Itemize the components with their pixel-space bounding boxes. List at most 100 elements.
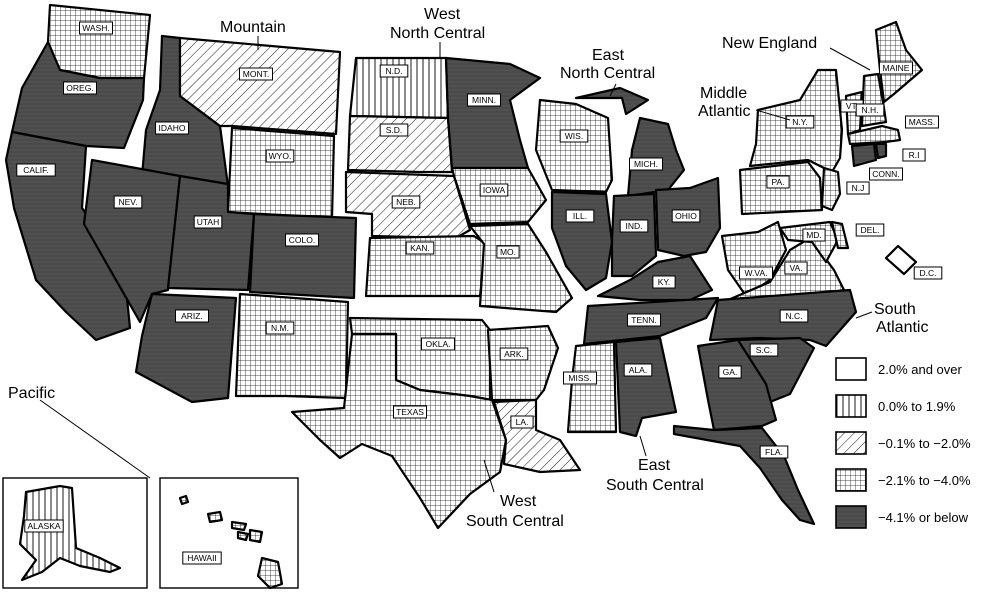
state-label-sc: S.C.: [749, 343, 779, 357]
state-nm[interactable]: [234, 292, 350, 400]
svg-text:OKLA.: OKLA.: [425, 339, 450, 349]
legend-item-4: −4.1% or below: [835, 505, 969, 529]
state-or[interactable]: [10, 40, 146, 150]
svg-text:HAWAII: HAWAII: [187, 553, 217, 563]
state-ak[interactable]: [18, 484, 122, 582]
region-label-enc-1: East: [592, 47, 625, 64]
state-wa[interactable]: [46, 3, 152, 80]
state-ga[interactable]: [696, 338, 778, 432]
state-label-va: VA.: [784, 261, 808, 275]
state-label-nc: N.C.: [779, 309, 809, 323]
region-label-sa-2: Atlantic: [876, 319, 928, 336]
svg-text:W.VA.: W.VA.: [745, 268, 768, 278]
state-wi[interactable]: [534, 98, 614, 194]
svg-text:CALIF.: CALIF.: [23, 165, 49, 175]
svg-text:VT.: VT.: [846, 101, 858, 111]
region-west-north-central: [344, 56, 574, 314]
state-label-ky: KY.: [652, 275, 676, 289]
state-label-ca: CALIF.: [16, 163, 56, 177]
state-label-ar: ARK.: [499, 347, 529, 361]
svg-text:IDAHO: IDAHO: [159, 123, 186, 133]
state-label-sd: S.D.: [379, 123, 409, 137]
state-ri[interactable]: [874, 142, 888, 160]
state-az[interactable]: [134, 292, 238, 404]
state-il[interactable]: [550, 190, 614, 292]
svg-text:ARK.: ARK.: [504, 349, 524, 359]
state-ma[interactable]: [846, 124, 902, 146]
svg-text:PA.: PA.: [771, 177, 784, 187]
state-fl[interactable]: [672, 424, 816, 526]
state-nj[interactable]: [820, 166, 842, 212]
svg-text:D.C.: D.C.: [920, 268, 937, 278]
svg-text:GA.: GA.: [723, 367, 738, 377]
legend-item-2: −0.1% to −2.0%: [835, 431, 971, 455]
svg-text:S.D.: S.D.: [386, 125, 403, 135]
state-mo[interactable]: [468, 222, 574, 314]
state-label-tx: TEXAS: [393, 405, 427, 419]
state-mt[interactable]: [178, 36, 342, 136]
state-label-dc: D.C.: [913, 266, 943, 280]
svg-text:N.Y.: N.Y.: [792, 117, 807, 127]
state-ca[interactable]: [4, 130, 132, 342]
state-label-ut: UTAH: [193, 215, 223, 229]
state-sd[interactable]: [346, 114, 454, 174]
state-in[interactable]: [610, 192, 658, 278]
state-label-nh: N.H.: [855, 103, 885, 117]
inset-hawaii: [159, 477, 299, 590]
legend-item-0: 2.0% and over: [835, 357, 963, 381]
state-label-ny: N.Y.: [785, 115, 815, 129]
svg-text:IND.: IND.: [626, 221, 643, 231]
state-co[interactable]: [248, 212, 358, 300]
region-label-wsc-2: South Central: [466, 513, 564, 530]
state-label-me: MAINE: [879, 61, 913, 75]
svg-text:N.H.: N.H.: [862, 105, 879, 115]
region-label-esc-2: South Central: [606, 477, 704, 494]
svg-text:FLA.: FLA.: [765, 447, 783, 457]
svg-text:WYO.: WYO.: [269, 151, 292, 161]
svg-text:LA.: LA.: [516, 417, 529, 427]
legend-label-2: −0.1% to −2.0%: [878, 436, 971, 451]
region-label-esc-1: East: [638, 457, 671, 474]
state-label-nv: NEV.: [113, 195, 143, 209]
state-label-wy: WYO.: [265, 149, 295, 163]
state-label-ia: IOWA: [479, 183, 509, 197]
state-label-co: COLO.: [285, 233, 319, 247]
region-label-ma-1: Middle: [700, 85, 747, 102]
state-hi[interactable]: [178, 494, 284, 590]
svg-text:DEL.: DEL.: [861, 225, 880, 235]
legend-item-3: −2.1% to −4.0%: [835, 468, 971, 492]
state-label-de: DEL.: [855, 223, 885, 237]
state-de[interactable]: [830, 220, 850, 250]
state-label-tn: TENN.: [627, 313, 661, 327]
svg-text:NEV.: NEV.: [118, 197, 137, 207]
region-label-enc-2: North Central: [560, 65, 655, 82]
state-ms[interactable]: [566, 340, 618, 434]
state-label-id: IDAHO: [155, 121, 189, 135]
legend-swatch-1: [835, 394, 867, 418]
legend-label-0: 2.0% and over: [878, 362, 963, 377]
legend-item-1: 0.0% to 1.9%: [835, 394, 956, 418]
state-labels: WASH. OREG. CALIF. NEV. IDAHO MONT. WYO. UTAH CO…: [16, 21, 943, 565]
state-ct[interactable]: [850, 142, 878, 168]
state-al[interactable]: [614, 336, 678, 438]
region-label-wnc-2: North Central: [390, 25, 485, 42]
inset-alaska: [2, 477, 148, 589]
state-wy[interactable]: [226, 126, 336, 220]
state-la[interactable]: [492, 398, 582, 474]
state-label-ok: OKLA.: [421, 337, 455, 351]
region-label-mountain: Mountain: [220, 19, 286, 36]
state-dc[interactable]: [884, 244, 918, 276]
state-mn[interactable]: [444, 56, 542, 170]
state-label-wi: WIS.: [559, 129, 589, 143]
svg-text:COLO.: COLO.: [289, 235, 315, 245]
state-ar[interactable]: [486, 324, 560, 402]
legend-label-1: 0.0% to 1.9%: [878, 399, 956, 414]
legend-swatch-2: [835, 431, 867, 455]
state-tx[interactable]: [290, 332, 508, 530]
legend-swatch-0: [835, 357, 867, 381]
state-label-pa: PA.: [766, 175, 790, 189]
state-label-mi: MICH.: [629, 157, 663, 171]
svg-text:N.C.: N.C.: [786, 311, 803, 321]
state-label-mn: MINN.: [467, 93, 501, 107]
state-label-ne: NEB.: [391, 195, 421, 209]
